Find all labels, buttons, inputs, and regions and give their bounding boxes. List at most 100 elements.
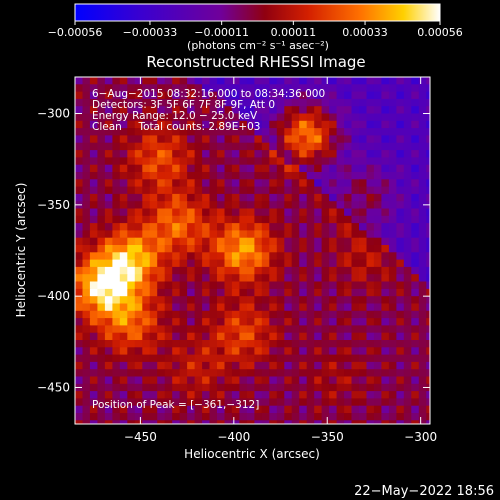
heatmap-cell — [75, 237, 83, 246]
heatmap-cell — [209, 398, 218, 407]
heatmap-cell — [388, 266, 397, 275]
heatmap-cell — [194, 420, 203, 424]
heatmap-cell — [418, 230, 427, 239]
heatmap-cell — [314, 215, 323, 224]
heatmap-cell — [164, 398, 173, 407]
heatmap-cell — [209, 201, 218, 209]
heatmap-cell — [127, 252, 136, 261]
heatmap-cell — [329, 84, 338, 93]
heatmap-cell — [351, 252, 360, 261]
heatmap-cell — [388, 398, 397, 407]
heatmap-cell — [134, 172, 143, 180]
heatmap-cell — [134, 150, 143, 158]
heatmap-cell — [202, 186, 211, 195]
heatmap-cell — [299, 179, 308, 188]
heatmap-cell — [396, 128, 405, 136]
heatmap-cell — [231, 391, 240, 399]
heatmap-cell — [269, 164, 278, 173]
heatmap-cell — [276, 208, 285, 217]
heatmap-cell — [217, 420, 225, 424]
heatmap-cell — [134, 252, 143, 261]
heatmap-cell — [119, 135, 128, 144]
heatmap-cell — [314, 303, 323, 312]
heatmap-cell — [396, 245, 405, 253]
heatmap-cell — [164, 354, 173, 363]
heatmap-cell — [157, 266, 166, 275]
heatmap-cell — [388, 142, 397, 151]
heatmap-cell — [157, 252, 166, 261]
heatmap-cell — [179, 157, 188, 166]
heatmap-cell — [291, 266, 300, 275]
heatmap-cell — [119, 420, 128, 424]
heatmap-cell — [329, 383, 338, 392]
heatmap-cell — [217, 84, 225, 93]
heatmap-cell — [89, 91, 98, 100]
heatmap-cell — [269, 354, 278, 363]
heatmap-cell — [291, 186, 300, 195]
heatmap-cell — [291, 369, 300, 377]
heatmap-cell — [291, 164, 300, 173]
heatmap-cell — [157, 164, 166, 173]
heatmap-cell — [172, 398, 181, 407]
heatmap-cell — [224, 172, 233, 180]
heatmap-cell — [112, 405, 121, 414]
heatmap-cell — [194, 77, 203, 85]
heatmap-cell — [119, 405, 128, 414]
heatmap-cell — [119, 245, 128, 253]
heatmap-cell — [284, 77, 293, 85]
heatmap-cell — [336, 84, 345, 93]
heatmap-cell — [224, 383, 233, 392]
heatmap-cell — [217, 325, 225, 334]
heatmap-cell — [306, 354, 315, 363]
heatmap-cell — [217, 347, 225, 356]
heatmap-cell — [179, 376, 188, 385]
heatmap-cell — [388, 259, 397, 268]
heatmap-cell — [164, 150, 173, 158]
heatmap-cell — [194, 230, 203, 239]
y-tick-label: −400 — [37, 289, 70, 303]
heatmap-cell — [179, 193, 188, 202]
heatmap-cell — [314, 325, 323, 334]
heatmap-cell — [388, 150, 397, 158]
heatmap-cell — [329, 274, 338, 282]
heatmap-cell — [179, 77, 188, 85]
heatmap-cell — [142, 361, 151, 370]
heatmap-cell — [359, 164, 367, 173]
heatmap-cell — [269, 288, 278, 297]
heatmap-cell — [314, 318, 323, 326]
heatmap-cell — [366, 361, 375, 370]
heatmap-cell — [75, 361, 83, 370]
heatmap-cell — [411, 420, 420, 424]
heatmap-cell — [336, 201, 345, 209]
heatmap-cell — [217, 281, 225, 290]
heatmap-cell — [231, 266, 240, 275]
heatmap-cell — [344, 376, 353, 385]
heatmap-cell — [403, 413, 412, 421]
heatmap-cell — [329, 135, 338, 144]
heatmap-cell — [299, 135, 308, 144]
heatmap-cell — [134, 303, 143, 312]
heatmap-cell — [134, 274, 143, 282]
heatmap-cell — [187, 128, 196, 136]
heatmap-cell — [314, 84, 323, 93]
heatmap-cell — [134, 208, 143, 217]
heatmap-cell — [224, 179, 233, 188]
heatmap-cell — [261, 157, 270, 166]
heatmap-cell — [179, 266, 188, 275]
heatmap-cell — [426, 259, 430, 268]
heatmap-cell — [202, 420, 211, 424]
heatmap-cell — [97, 369, 106, 377]
heatmap-cell — [291, 201, 300, 209]
heatmap-cell — [239, 135, 248, 144]
heatmap-cell — [321, 150, 330, 158]
heatmap-cell — [351, 376, 360, 385]
heatmap-cell — [75, 84, 83, 93]
heatmap-cell — [97, 98, 106, 107]
heatmap-cell — [231, 208, 240, 217]
heatmap-cell — [134, 405, 143, 414]
heatmap-cell — [97, 128, 106, 136]
colorbar-tick-label: 0.00033 — [342, 26, 388, 39]
heatmap-cell — [426, 369, 430, 377]
heatmap-cell — [359, 193, 367, 202]
heatmap-cell — [194, 172, 203, 180]
